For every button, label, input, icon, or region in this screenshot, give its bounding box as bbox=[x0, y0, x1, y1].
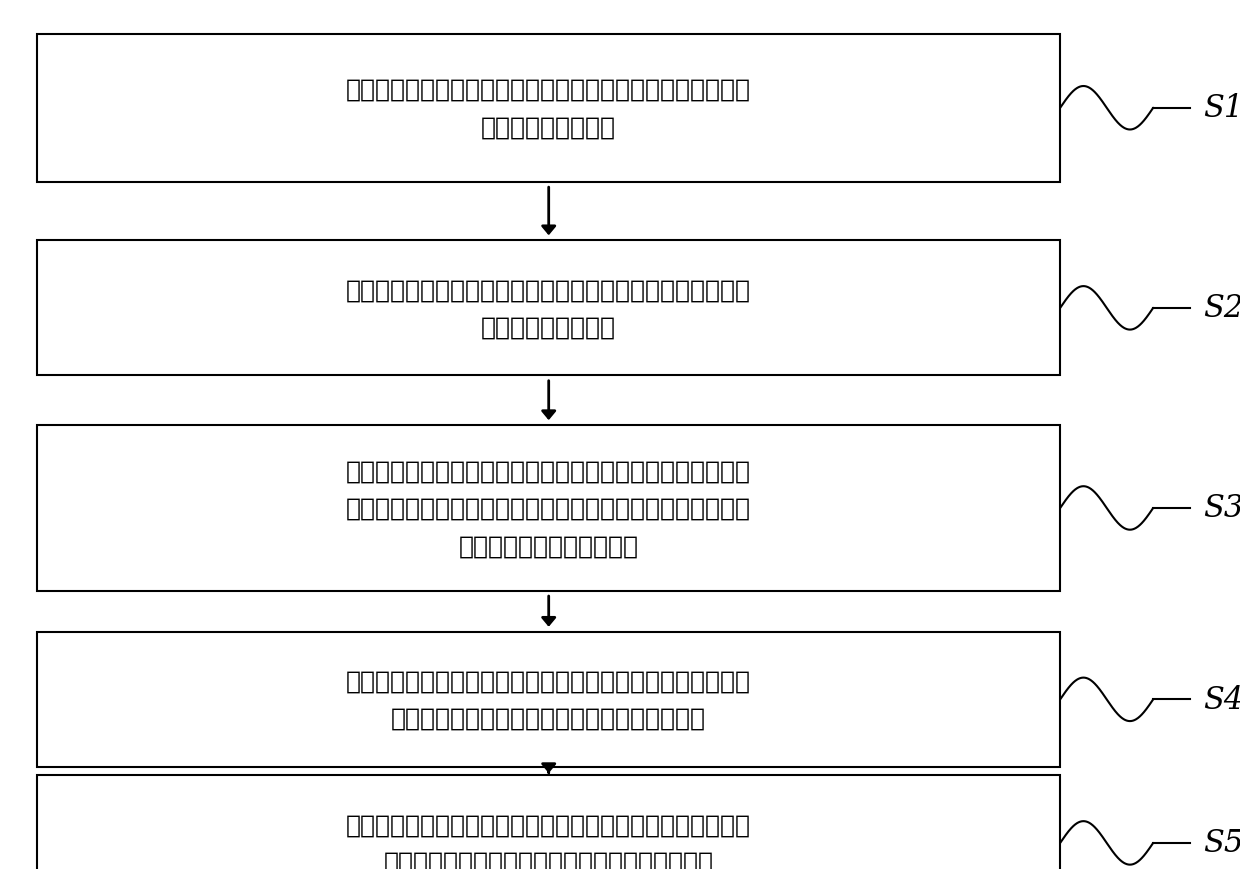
Text: 获取直流母线的电压偏差量，判断所述直流母线的电压偏差量
是否大于死区门槛值: 获取直流母线的电压偏差量，判断所述直流母线的电压偏差量 是否大于死区门槛值 bbox=[346, 278, 751, 339]
Bar bbox=[37, 35, 1060, 182]
Text: 将所述电流参考值转换为占空比信号，以使所述光伏发电系统
根据所述占空比信号控制所述直流母线电压的稳定: 将所述电流参考值转换为占空比信号，以使所述光伏发电系统 根据所述占空比信号控制所… bbox=[346, 813, 751, 869]
Bar bbox=[37, 633, 1060, 766]
Bar bbox=[37, 775, 1060, 869]
Bar bbox=[37, 426, 1060, 591]
Text: S1: S1 bbox=[1203, 93, 1240, 124]
Text: S5: S5 bbox=[1203, 827, 1240, 859]
Text: 计算所述电流内环参考值减去所述光伏板的电流侧量值和所述
电流偏差量的值，得到所述光伏板的电流参考值: 计算所述电流内环参考值减去所述光伏板的电流侧量值和所述 电流偏差量的值，得到所述… bbox=[346, 669, 751, 730]
Text: S3: S3 bbox=[1203, 493, 1240, 524]
Text: S4: S4 bbox=[1203, 684, 1240, 715]
Bar bbox=[37, 241, 1060, 375]
Text: 获取光伏板的电压偏差量和电流测量值，将所述电压偏差量转
换为电流内环参考值: 获取光伏板的电压偏差量和电流测量值，将所述电压偏差量转 换为电流内环参考值 bbox=[346, 78, 751, 139]
Text: S2: S2 bbox=[1203, 293, 1240, 324]
Text: 若是，则输出所述直流母线的电压偏差量与所述死区门槛值的
偏差值，并将所述偏差值乘以比例系数，得到电流偏差量；若
否，则输出所述偏差值为零: 若是，则输出所述直流母线的电压偏差量与所述死区门槛值的 偏差值，并将所述偏差值乘… bbox=[346, 459, 751, 558]
